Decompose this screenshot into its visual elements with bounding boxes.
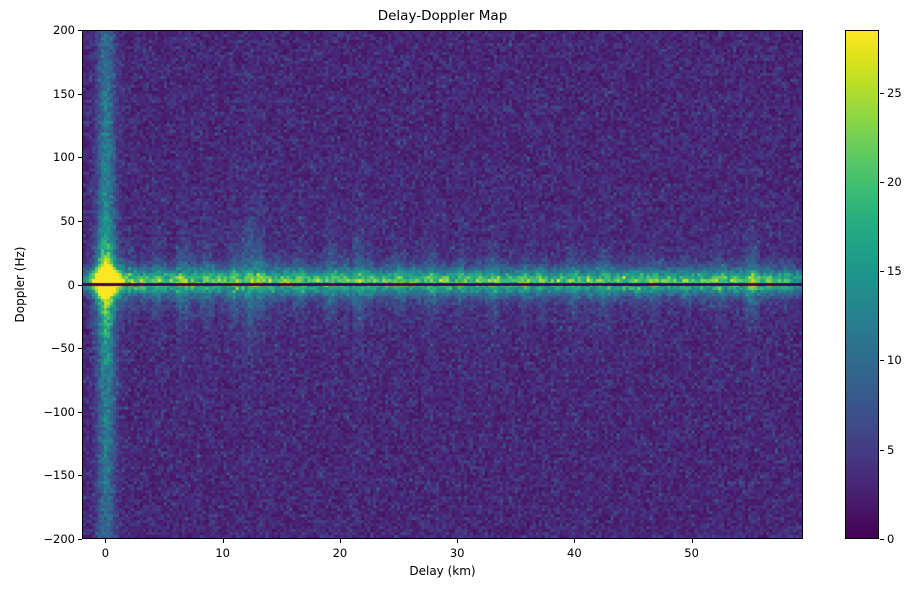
y-tick-label: 150 — [53, 86, 75, 101]
x-tick-mark — [105, 539, 107, 543]
x-tick-mark — [457, 539, 459, 543]
x-tick-label: 40 — [567, 546, 582, 560]
colorbar-tick-mark — [880, 360, 884, 362]
x-tick-mark — [339, 539, 341, 543]
y-tick-mark — [78, 30, 82, 31]
y-tick-label: −50 — [50, 341, 75, 356]
colorbar[interactable] — [845, 30, 879, 539]
y-tick-label: 0 — [67, 277, 75, 292]
y-tick-mark — [78, 348, 82, 350]
y-tick-mark — [78, 284, 82, 286]
colorbar-tick-label: 20 — [887, 174, 902, 189]
y-tick-mark — [78, 411, 82, 413]
colorbar-tick-mark — [880, 539, 884, 540]
y-tick-label: −150 — [43, 468, 75, 483]
y-axis-label: Doppler (Hz) — [13, 246, 27, 323]
colorbar-tick-mark — [880, 271, 884, 273]
x-tick-label: 20 — [332, 546, 348, 560]
y-tick-mark — [78, 475, 82, 477]
page-title: Delay-Doppler Map — [377, 8, 508, 24]
colorbar-tick-label: 15 — [887, 264, 902, 279]
x-tick-label: 50 — [684, 546, 699, 560]
y-tick-label: −100 — [43, 404, 75, 419]
colorbar-tick-mark — [880, 92, 884, 94]
y-tick-label: 200 — [53, 23, 75, 37]
x-tick-label: 0 — [101, 546, 110, 560]
colorbar-tick-label: 5 — [887, 442, 895, 457]
x-tick-label: 10 — [215, 546, 230, 560]
colorbar-tick-label: 0 — [887, 532, 895, 546]
delay-doppler-heatmap[interactable] — [83, 31, 802, 538]
y-tick-mark — [78, 539, 82, 540]
colorbar-tick-label: 25 — [887, 85, 902, 100]
y-tick-mark — [78, 93, 82, 95]
y-tick-mark — [78, 220, 82, 222]
x-tick-mark — [691, 539, 693, 543]
colorbar-tick-mark — [880, 181, 884, 183]
colorbar-tick-label: 10 — [887, 353, 902, 368]
y-tick-label: 50 — [60, 213, 75, 228]
y-tick-label: −200 — [43, 532, 75, 546]
heatmap-axes[interactable] — [82, 30, 803, 539]
x-axis-label: Delay (km) — [409, 564, 476, 578]
colorbar-tick-mark — [880, 449, 884, 451]
x-tick-label: 30 — [449, 546, 465, 560]
x-tick-mark — [574, 539, 576, 543]
y-tick-label: 100 — [53, 150, 75, 165]
colorbar-gradient[interactable] — [846, 31, 878, 538]
x-tick-mark — [222, 539, 224, 543]
y-tick-mark — [78, 157, 82, 159]
